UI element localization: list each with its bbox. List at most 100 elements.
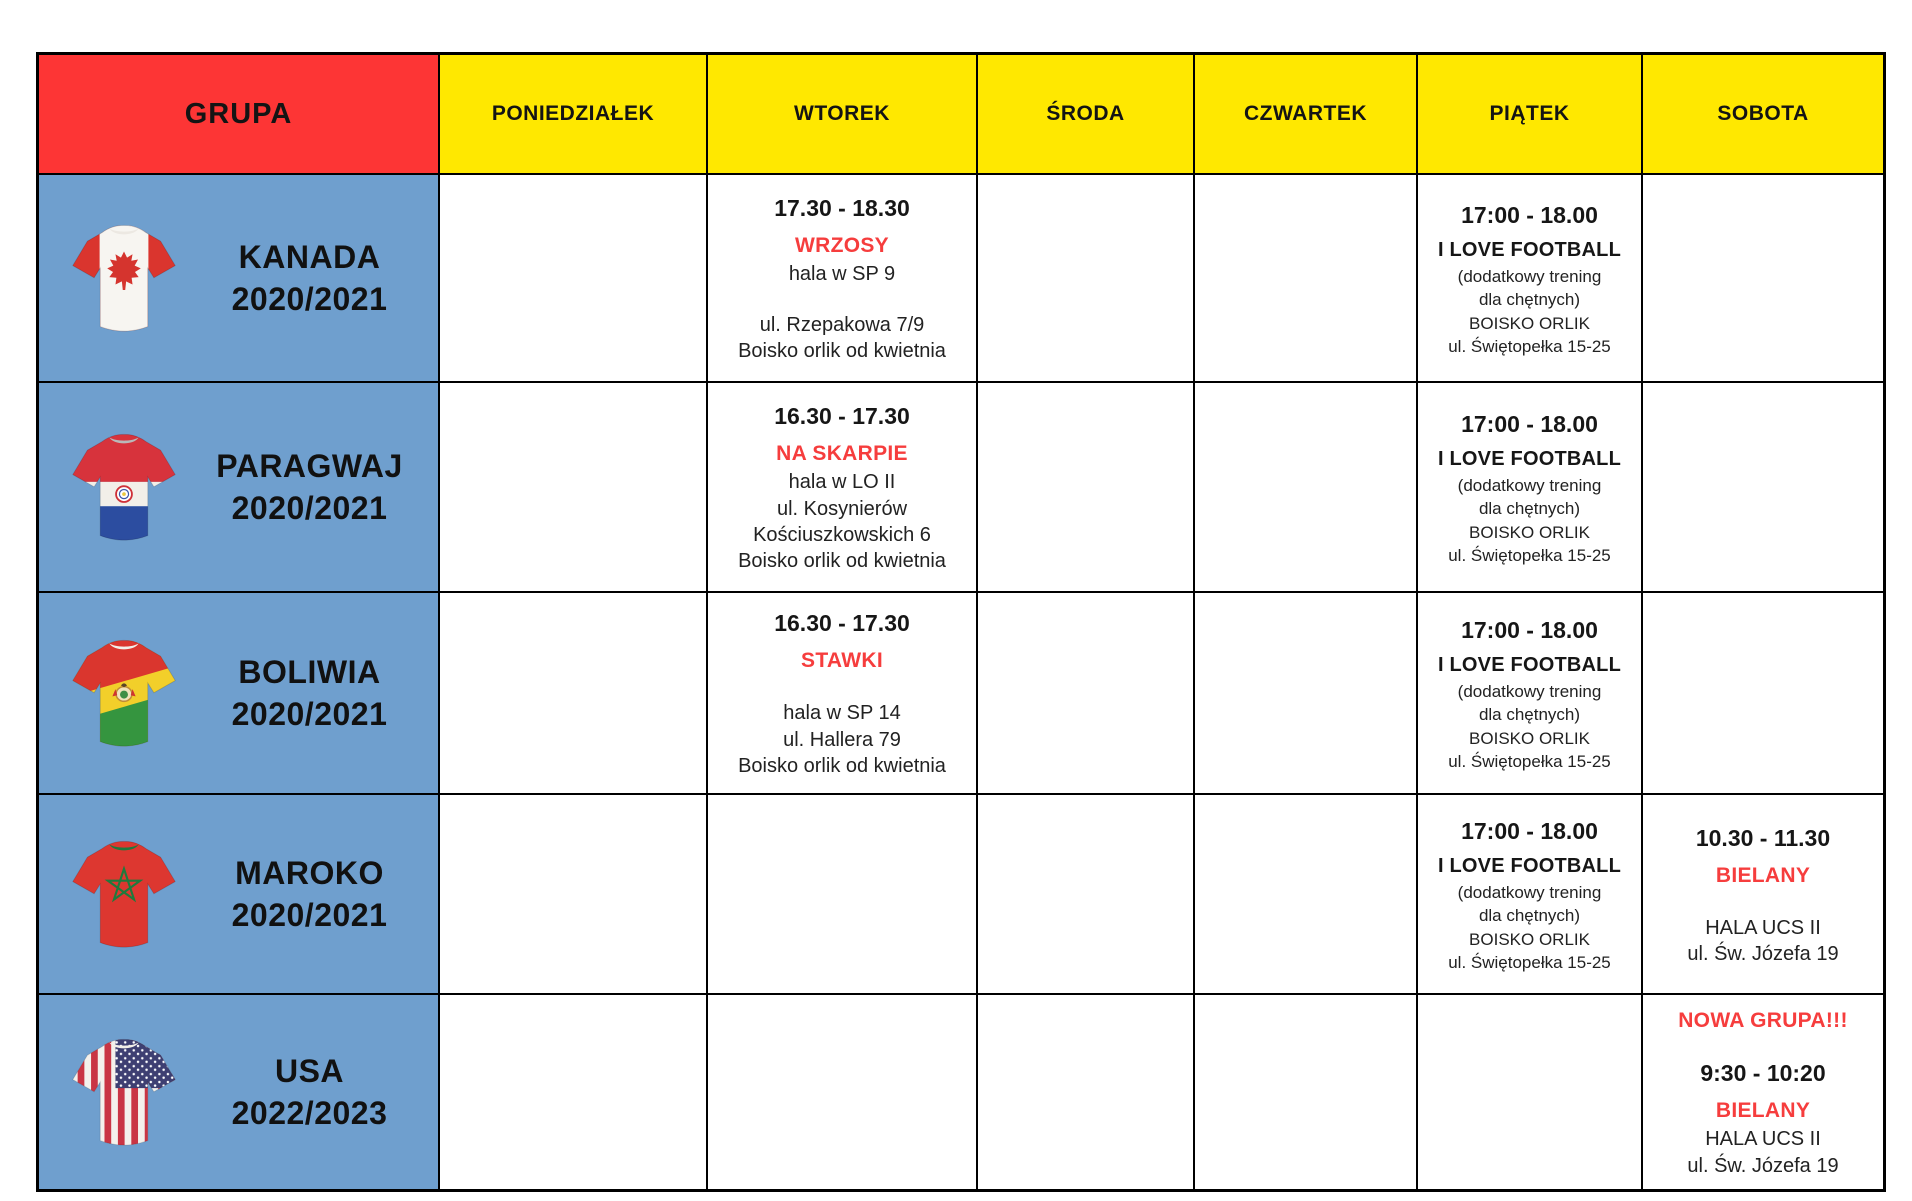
address-text: Boisko orlik od kwietnia (738, 755, 946, 778)
group-cell-boliwia: BOLIWIA 2020/2021 (39, 591, 438, 793)
cell-kanada-poniedzialek (438, 173, 706, 381)
program-name-text: I LOVE FOOTBALL (1438, 854, 1621, 877)
time-range-text: 10.30 - 11.30 (1695, 824, 1831, 851)
note-text: ul. Świętopełka 15-25 (1448, 751, 1611, 771)
location-name-text: NA SKARPIE (776, 442, 908, 466)
cell-boliwia-poniedzialek (438, 591, 706, 793)
usa-flag-jersey-icon (63, 1032, 185, 1152)
time-range-text: 9:30 - 10:20 (1700, 1060, 1826, 1087)
header-grupa: GRUPA (39, 55, 438, 173)
cell-boliwia-sroda (976, 591, 1193, 793)
address-text: Boisko orlik od kwietnia (738, 550, 946, 573)
location-name-text: BIELANY (1715, 863, 1811, 887)
group-season-text: 2020/2021 (231, 490, 388, 526)
group-season-text: 2022/2023 (231, 1095, 388, 1131)
address-text: Boisko orlik od kwietnia (738, 340, 946, 363)
cell-usa-sroda (976, 993, 1193, 1189)
location-name-text: WRZOSY (795, 234, 889, 258)
time-range-text: 17.30 - 18.30 (774, 195, 910, 222)
note-text: dla chętnych) (1478, 290, 1581, 310)
group-cell-kanada: KANADA 2020/2021 (39, 173, 438, 381)
address-text: ul. Kosynierów (776, 497, 908, 520)
time-range-text: 16.30 - 17.30 (774, 610, 910, 637)
cell-maroko-sroda (976, 793, 1193, 993)
note-text: dla chętnych) (1478, 499, 1581, 519)
address-text: hala w LO II (788, 471, 896, 494)
program-name-text: I LOVE FOOTBALL (1438, 447, 1621, 470)
group-name-text: PARAGWAJ (216, 447, 403, 484)
cell-paragwaj-czwartek (1193, 381, 1416, 591)
address-text: HALA UCS II (1705, 916, 1821, 939)
spacer (716, 288, 968, 312)
time-range-text: 17:00 - 18.00 (1461, 410, 1598, 437)
program-name-text: I LOVE FOOTBALL (1438, 238, 1621, 261)
group-cell-paragwaj: PARAGWAJ 2020/2021 (39, 381, 438, 591)
cell-paragwaj-poniedzialek (438, 381, 706, 591)
header-day-wtorek: WTOREK (706, 55, 976, 173)
header-day-poniedzialek: PONIEDZIAŁEK (438, 55, 706, 173)
cell-usa-piatek (1416, 993, 1641, 1189)
location-name-text: NOWA GRUPA!!! (1678, 1009, 1848, 1032)
cell-kanada-sobota (1641, 173, 1883, 381)
note-text: BOISKO ORLIK (1469, 522, 1590, 542)
group-season-text: 2020/2021 (231, 281, 388, 317)
cell-boliwia-sobota (1641, 591, 1883, 793)
address-text: hala w SP 9 (788, 263, 896, 286)
group-season-text: 2020/2021 (231, 696, 388, 732)
canada-flag-jersey-icon (63, 218, 185, 338)
group-name-text: BOLIWIA (238, 653, 381, 690)
address-text: HALA UCS II (1705, 1128, 1821, 1151)
address-text: ul. Hallera 79 (783, 728, 901, 751)
header-day-sobota: SOBOTA (1641, 55, 1883, 173)
group-season-text: 2020/2021 (231, 897, 388, 933)
cell-maroko-czwartek (1193, 793, 1416, 993)
spacer (1651, 1036, 1875, 1056)
time-range-text: 16.30 - 17.30 (774, 403, 910, 430)
cell-paragwaj-piatek: 17:00 - 18.00 I LOVE FOOTBALL (dodatkowy t… (1416, 381, 1641, 591)
header-day-piatek: PIĄTEK (1416, 55, 1641, 173)
time-range-text: 17:00 - 18.00 (1461, 616, 1598, 643)
cell-maroko-poniedzialek (438, 793, 706, 993)
cell-maroko-sobota: 10.30 - 11.30 BIELANY HALA UCS II ul. Św. J… (1641, 793, 1883, 993)
cell-kanada-sroda (976, 173, 1193, 381)
header-day-czwartek: CZWARTEK (1193, 55, 1416, 173)
spacer (1651, 891, 1875, 915)
group-cell-usa: USA 2022/2023 (39, 993, 438, 1189)
cell-kanada-czwartek (1193, 173, 1416, 381)
note-text: BOISKO ORLIK (1469, 313, 1590, 333)
cell-paragwaj-wtorek: 16.30 - 17.30 NA SKARPIE hala w LO II ul. K… (706, 381, 976, 591)
group-label: MAROKO 2020/2021 (201, 852, 424, 936)
cell-usa-wtorek (706, 993, 976, 1189)
note-text: (dodatkowy trening (1457, 882, 1602, 902)
note-text: BOISKO ORLIK (1469, 929, 1590, 949)
location-name-text: STAWKI (801, 649, 883, 673)
note-text: BOISKO ORLIK (1469, 728, 1590, 748)
location-name-text: BIELANY (1715, 1099, 1811, 1123)
group-name-text: MAROKO (235, 854, 384, 891)
group-label: KANADA 2020/2021 (201, 236, 424, 320)
cell-kanada-piatek: 17:00 - 18.00 I LOVE FOOTBALL (dodatkowy t… (1416, 173, 1641, 381)
cell-usa-poniedzialek (438, 993, 706, 1189)
note-text: (dodatkowy trening (1457, 475, 1602, 495)
address-text: Kościuszkowskich 6 (753, 524, 931, 546)
address-text: ul. Św. Józefa 19 (1687, 943, 1839, 965)
address-text: ul. Rzepakowa 7/9 (759, 313, 925, 336)
program-name-text: I LOVE FOOTBALL (1438, 653, 1621, 676)
group-label: PARAGWAJ 2020/2021 (201, 445, 424, 529)
group-label: USA 2022/2023 (201, 1050, 424, 1134)
cell-paragwaj-sobota (1641, 381, 1883, 591)
bolivia-flag-jersey-icon (63, 633, 185, 753)
group-name-text: KANADA (238, 238, 381, 275)
note-text: (dodatkowy trening (1457, 266, 1602, 286)
group-label: BOLIWIA 2020/2021 (201, 651, 424, 735)
cell-usa-czwartek (1193, 993, 1416, 1189)
paraguay-flag-jersey-icon (63, 427, 185, 547)
cell-boliwia-piatek: 17:00 - 18.00 I LOVE FOOTBALL (dodatkowy t… (1416, 591, 1641, 793)
morocco-flag-jersey-icon (63, 834, 185, 954)
cell-boliwia-wtorek: 16.30 - 17.30 STAWKI hala w SP 14 ul. Halle… (706, 591, 976, 793)
header-day-sroda: ŚRODA (976, 55, 1193, 173)
note-text: ul. Świętopełka 15-25 (1448, 952, 1611, 972)
group-name-text: USA (274, 1052, 345, 1089)
note-text: ul. Świętopełka 15-25 (1448, 336, 1611, 356)
